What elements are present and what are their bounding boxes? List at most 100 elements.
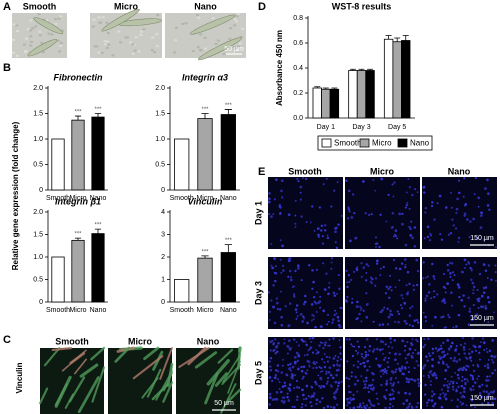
nucleus [356,266,359,269]
nucleus [482,238,485,241]
nucleus [482,341,486,345]
nucleus [387,357,390,360]
nucleus [298,386,301,389]
nucleus [326,313,330,317]
nucleus [486,401,490,405]
nucleus [315,382,318,386]
scale-label: 150 µm [470,395,494,402]
nucleus [355,349,357,352]
nucleus [295,385,299,389]
nucleus [308,364,311,367]
nucleus [484,269,488,273]
nucleus [447,233,451,236]
nucleus [388,406,391,409]
nucleus [411,351,415,355]
nucleus [417,384,420,387]
nucleus [356,365,360,369]
nucleus [407,366,410,369]
nucleus [474,381,477,384]
nucleus [493,355,496,359]
nucleus [391,388,394,391]
nucleus [425,294,429,298]
nucleus [348,385,350,388]
nucleus [325,272,328,275]
nucleus [440,316,443,319]
nucleus [311,351,315,354]
nucleus [366,386,369,389]
nucleus [485,347,488,350]
nucleus [338,339,341,342]
nucleus [427,374,430,377]
nucleus [328,338,331,341]
nucleus [365,353,368,356]
nucleus [465,378,468,381]
nucleus [422,311,425,314]
nucleus [442,298,446,301]
row-label: Day 3 [253,281,263,305]
nucleus [322,346,325,350]
nucleus [278,308,282,311]
nucleus [416,401,420,405]
nucleus [328,356,331,359]
nucleus [371,278,374,281]
nucleus [401,262,403,265]
nucleus [396,310,399,313]
nucleus [472,364,475,367]
nucleus [389,382,392,385]
nucleus [449,231,453,235]
nucleus [451,279,454,282]
nucleus [459,367,462,371]
nucleus [370,282,373,285]
nucleus [296,359,299,363]
nucleus [389,341,392,344]
nucleus [446,339,450,342]
nucleus [465,364,468,368]
texture [106,32,110,35]
significance: *** [225,103,233,109]
nucleus [430,399,434,402]
nucleus [337,356,340,359]
error-bar [74,115,82,121]
nucleus [440,238,444,241]
nucleus [306,321,309,325]
nucleus [417,351,420,355]
nucleus [446,365,450,369]
x-tick-label: Day 1 [317,124,335,131]
nucleus [360,275,363,278]
nucleus [394,234,398,238]
y-tick-label: 0.5 [155,161,165,168]
nucleus [369,280,372,283]
nucleus [413,319,416,322]
nucleus [434,374,438,377]
nucleus [287,325,290,328]
nucleus [294,199,297,202]
nucleus [441,350,444,354]
nucleus [375,392,378,395]
scale-label: 150 µm [470,235,494,242]
nucleus [311,336,315,340]
nucleus [318,344,321,347]
texture [22,43,26,46]
nucleus [358,312,361,316]
texture [131,52,135,55]
nucleus [403,349,406,352]
scale-label: 50 µm [214,400,234,407]
nucleus [403,258,407,261]
nucleus [353,211,356,215]
y-axis-label: Absorbance 450 nm [275,30,284,106]
bar [71,119,85,191]
texture [155,45,159,48]
nucleus [302,315,305,318]
nucleus [389,285,392,289]
nucleus [391,405,394,408]
nucleus [331,318,335,321]
nucleus [383,306,386,309]
nucleus [387,366,390,369]
nucleus [416,321,420,324]
nucleus [288,339,291,343]
texture [59,15,63,18]
nucleus [307,349,310,352]
nucleus [291,405,294,408]
nucleus [472,304,475,307]
nucleus [486,395,490,398]
